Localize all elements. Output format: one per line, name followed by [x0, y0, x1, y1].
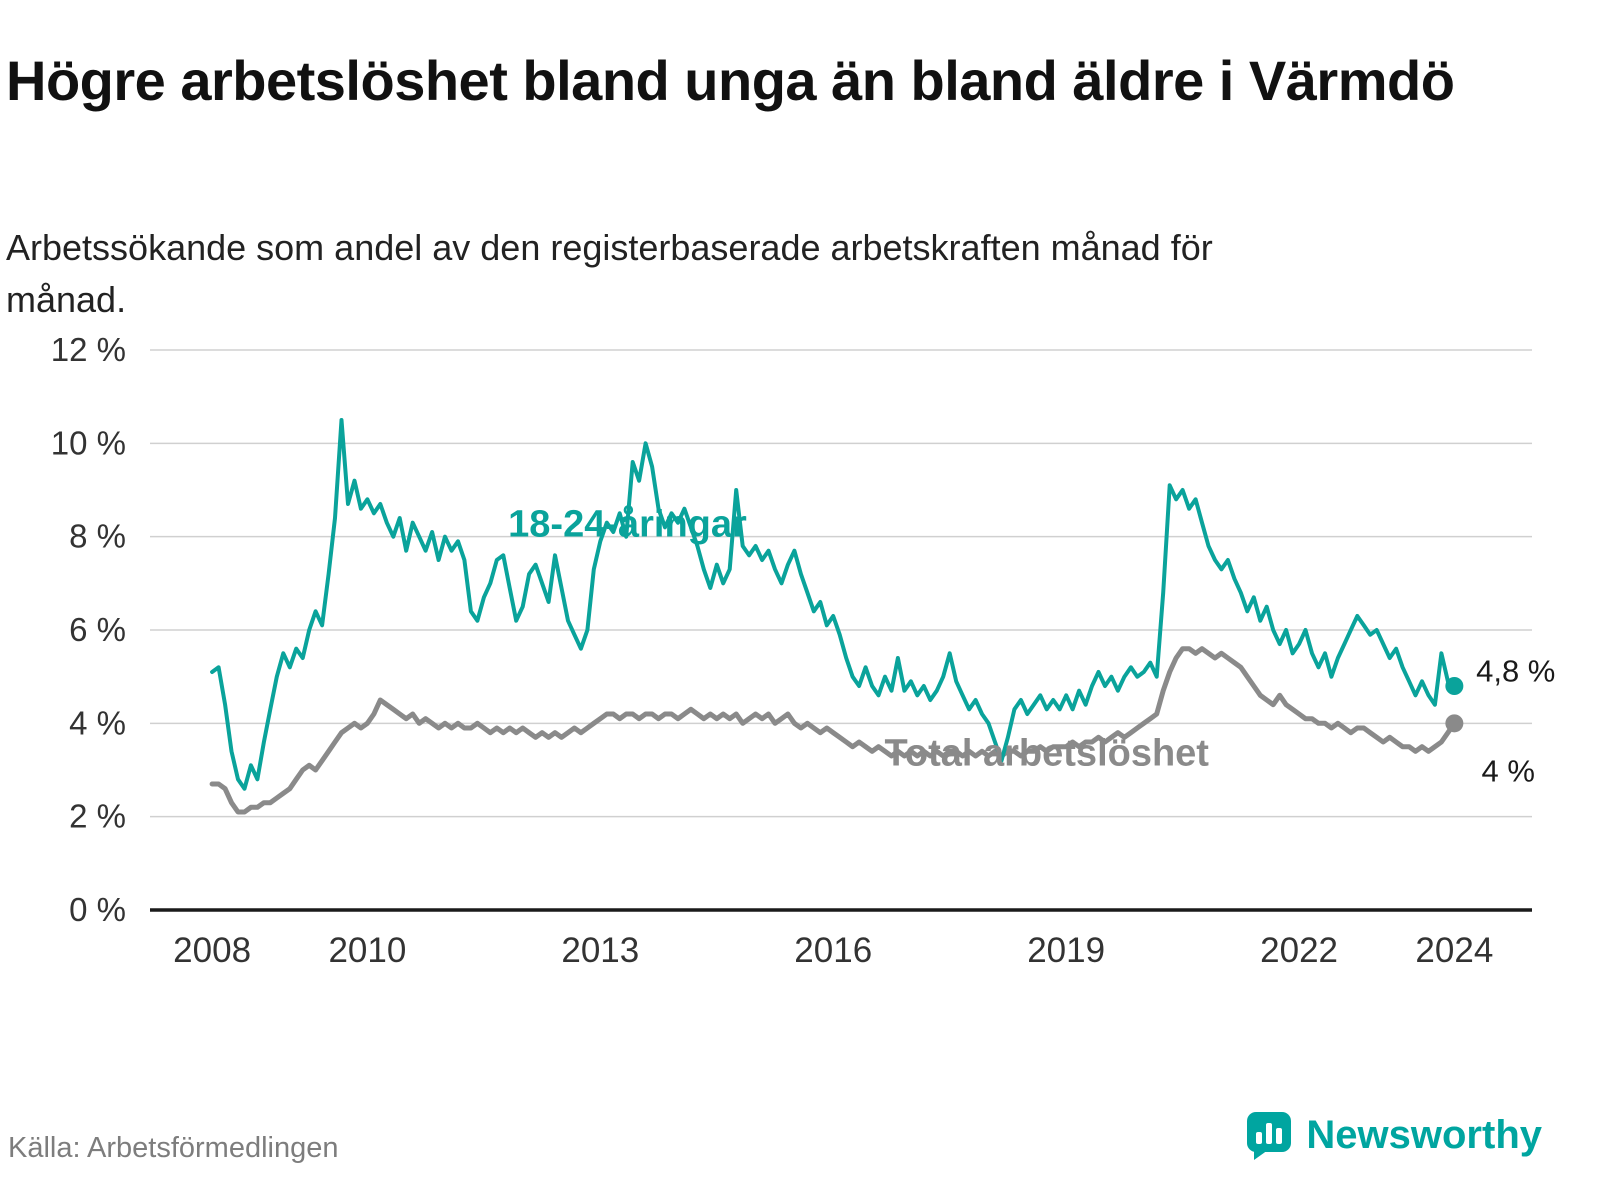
page-subtitle: Arbetssökande som andel av den registerb… [6, 227, 1213, 321]
chart-annotation: Total arbetslöshet [885, 732, 1210, 774]
series-end-dot-total-arbetslöshet [1445, 714, 1464, 733]
x-tick-label: 2019 [1027, 931, 1105, 970]
chart-annotation: 4 % [1482, 754, 1535, 789]
chart-annotation: 4,8 % [1476, 653, 1555, 688]
y-tick-label: 6 % [69, 611, 126, 648]
series-end-dot-18-24-åringar [1445, 677, 1464, 695]
x-tick-label: 2010 [328, 931, 406, 970]
y-tick-label: 0 % [69, 891, 126, 928]
line-chart: 0 % 2 % 4 % 6 % 8 % 10 % 12 % 2008 2010 2013 2016 2… [0, 330, 1600, 1010]
x-tick-label: 2024 [1415, 931, 1493, 970]
y-tick-label: 8 % [69, 518, 126, 555]
x-tick-label: 2008 [173, 931, 251, 970]
source-label: Källa: Arbetsförmedlingen [8, 1132, 339, 1164]
y-tick-label: 10 % [51, 424, 126, 461]
series-line-18-24-åringar [210, 418, 1457, 791]
chart-annotation: 18-24-åringar [508, 504, 747, 546]
y-tick-label: 2 % [69, 798, 126, 835]
x-tick-label: 2022 [1260, 931, 1338, 970]
y-tick-label: 12 % [51, 331, 126, 368]
y-tick-label: 4 % [69, 704, 126, 741]
newsworthy-logo: Newsworthy [1244, 1110, 1542, 1160]
x-tick-label: 2013 [561, 931, 639, 970]
x-tick-label: 2016 [794, 931, 872, 970]
page-title: Högre arbetslöshet bland unga än bland ä… [6, 48, 1455, 112]
newsworthy-logo-icon [1247, 1112, 1292, 1160]
chart-canvas: 0 % 2 % 4 % 6 % 8 % 10 % 12 % 2008 2010 2013 2016 2… [51, 331, 1556, 970]
series-line-total-arbetslöshet [209, 646, 1457, 815]
newsworthy-wordmark: Newsworthy [1306, 1112, 1542, 1157]
